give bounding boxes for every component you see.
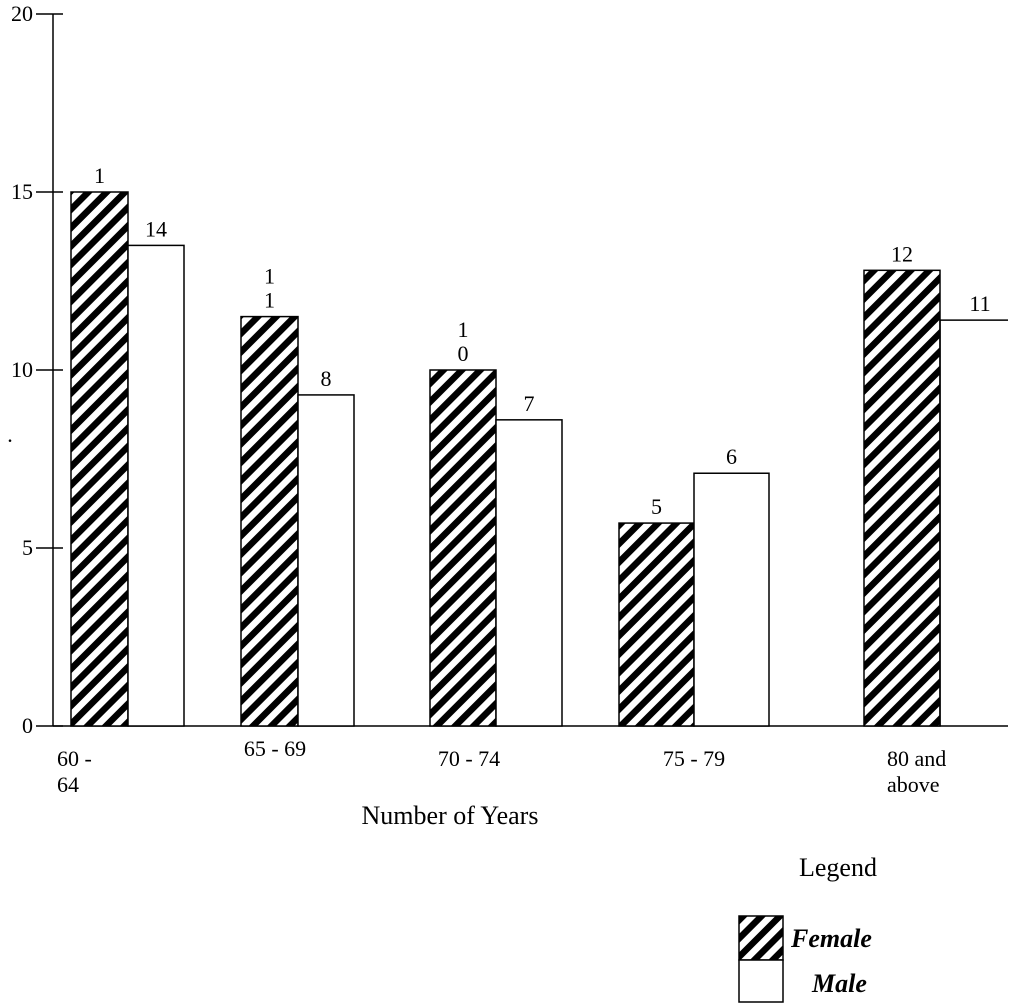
y-tick-label: 0 xyxy=(22,713,33,738)
bar-female xyxy=(70,191,129,727)
bar-value-label: 0 xyxy=(458,341,469,366)
legend-swatch-female xyxy=(738,915,784,961)
y-tick-label: 10 xyxy=(11,357,33,382)
y-tick-label: 15 xyxy=(11,179,33,204)
bar-male xyxy=(693,472,770,727)
x-axis-label: Number of Years xyxy=(362,801,539,830)
bar-female xyxy=(240,315,299,727)
bar-value-label: 1 xyxy=(264,288,275,313)
y-tick-label: 20 xyxy=(11,1,33,26)
bar-value-label: 6 xyxy=(726,444,737,469)
y-tick-label: 5 xyxy=(22,535,33,560)
x-category-label: 65 - 69 xyxy=(244,736,306,761)
bar-female xyxy=(429,369,497,727)
bar-male xyxy=(495,419,563,727)
bar-female xyxy=(863,269,941,727)
bar-male xyxy=(297,394,355,727)
y-axis-label: . xyxy=(7,422,13,447)
bar-male xyxy=(127,244,185,727)
x-category-label: 80 and xyxy=(887,746,946,771)
legend-swatch-male xyxy=(738,959,784,1003)
bar-value-label: 14 xyxy=(145,216,167,241)
bar-male xyxy=(939,319,1008,726)
x-category-label: above xyxy=(887,772,940,797)
bar-value-label: 8 xyxy=(321,366,332,391)
legend-title: Legend xyxy=(799,853,877,882)
bar-value-label: 5 xyxy=(651,494,662,519)
bar-value-label: 11 xyxy=(969,291,990,316)
legend-label-female: Female xyxy=(790,924,872,953)
x-category-label: 60 - xyxy=(57,746,92,771)
bar-value-label: 1 xyxy=(264,264,275,289)
bar-value-label: 7 xyxy=(524,391,535,416)
bars xyxy=(70,191,1008,727)
legend-label-male: Male xyxy=(811,969,867,998)
x-category-label: 64 xyxy=(57,772,79,797)
legend: Legend Female Male xyxy=(738,853,877,1003)
bar-value-label: 12 xyxy=(891,241,913,266)
bar-value-label: 1 xyxy=(458,317,469,342)
bar-female xyxy=(618,522,695,727)
bar-value-label: 1 xyxy=(94,163,105,188)
x-category-label: 70 - 74 xyxy=(438,746,500,771)
x-category-label: 75 - 79 xyxy=(663,746,725,771)
